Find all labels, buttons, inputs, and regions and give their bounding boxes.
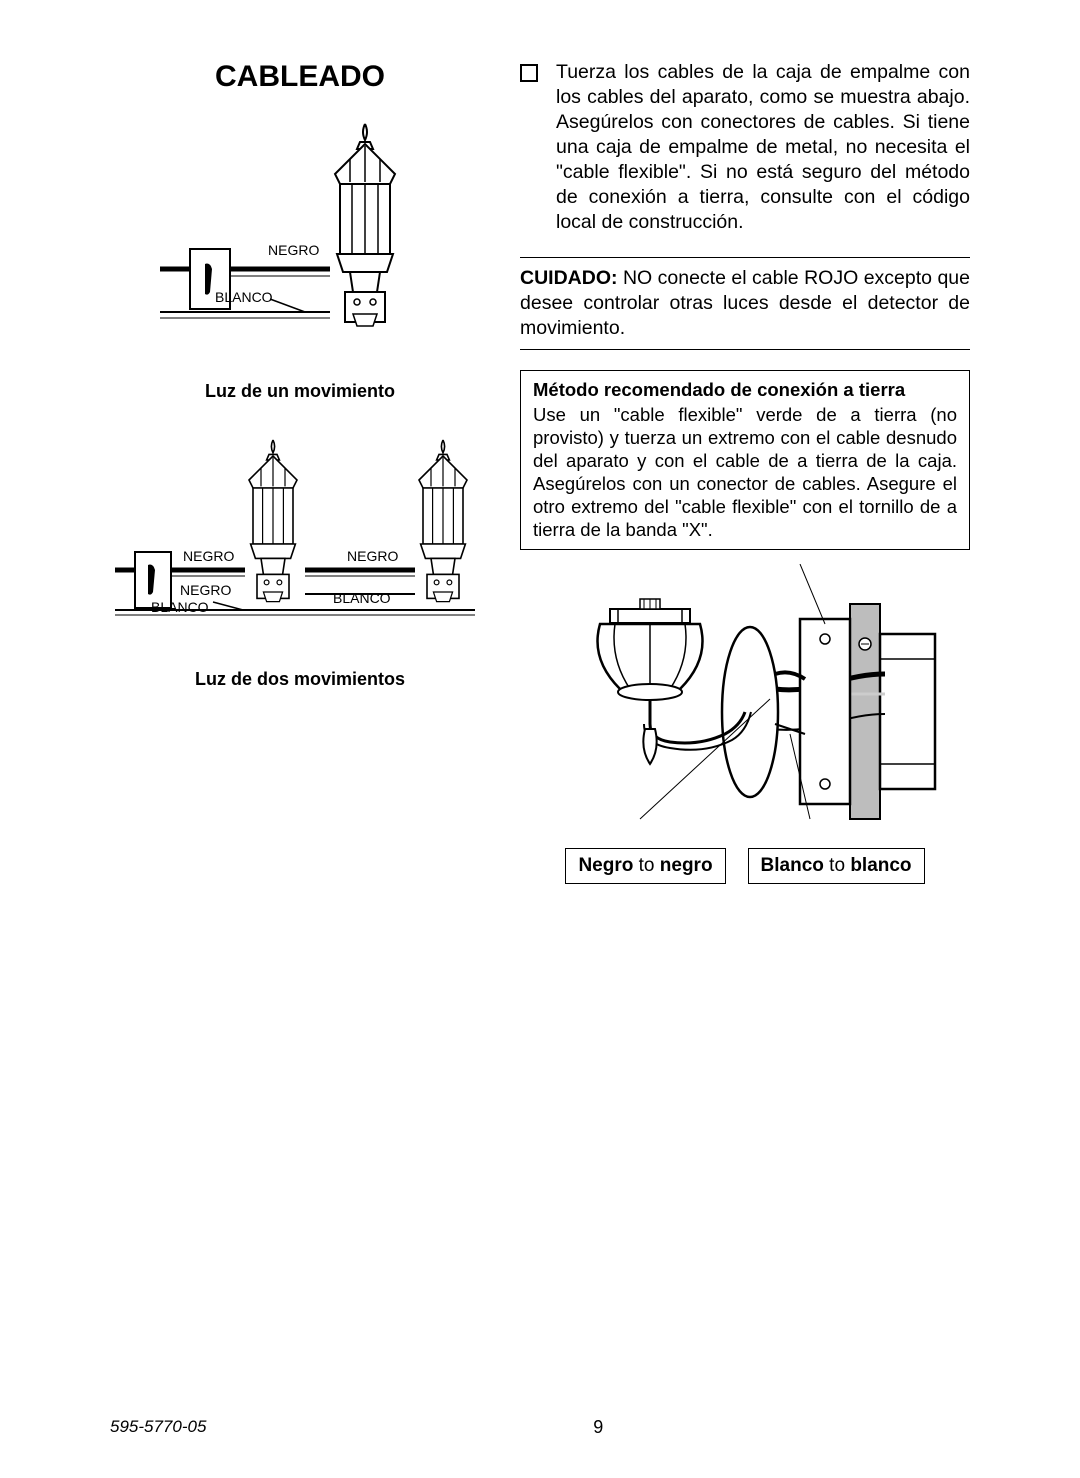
label-negro-2: NEGRO: [347, 548, 398, 564]
label-negro-3: NEGRO: [180, 582, 231, 598]
document-number: 595-5770-05: [110, 1417, 206, 1438]
checkbox-icon: [520, 64, 538, 82]
caution-text: CUIDADO: NO conecte el cable ROJO except…: [520, 266, 970, 341]
figure-wiring-detail: [520, 564, 970, 844]
page-number: 9: [593, 1417, 603, 1438]
label-negro-negro: Negro to negro: [565, 848, 725, 884]
figure-single-light: NEGRO BLANCO: [160, 114, 440, 369]
figure-two-lights: NEGRO NEGRO NEGRO BLANCO BLANCO: [115, 432, 485, 657]
method-title: Método recomendado de conexión a tierra: [533, 379, 957, 401]
method-box: Método recomendado de conexión a tierra …: [520, 370, 970, 551]
label-blanco-1: BLANCO: [151, 599, 209, 615]
page-title: CABLEADO: [215, 60, 385, 94]
caption-figure1: Luz de un movimiento: [205, 381, 395, 402]
label-blanco: BLANCO: [215, 289, 273, 305]
caution-box: CUIDADO: NO conecte el cable ROJO except…: [520, 257, 970, 350]
label-negro-1: NEGRO: [183, 548, 234, 564]
instruction-text: Tuerza los cables de la caja de empalme …: [556, 60, 970, 235]
label-blanco-2: BLANCO: [333, 590, 391, 606]
label-negro: NEGRO: [268, 242, 319, 258]
caption-figure2: Luz de dos movimientos: [195, 669, 405, 690]
label-blanco-blanco: Blanco to blanco: [748, 848, 925, 884]
method-body: Use un "cable flexible" verde de a tierr…: [533, 403, 957, 542]
instruction-item: Tuerza los cables de la caja de empalme …: [520, 60, 970, 235]
